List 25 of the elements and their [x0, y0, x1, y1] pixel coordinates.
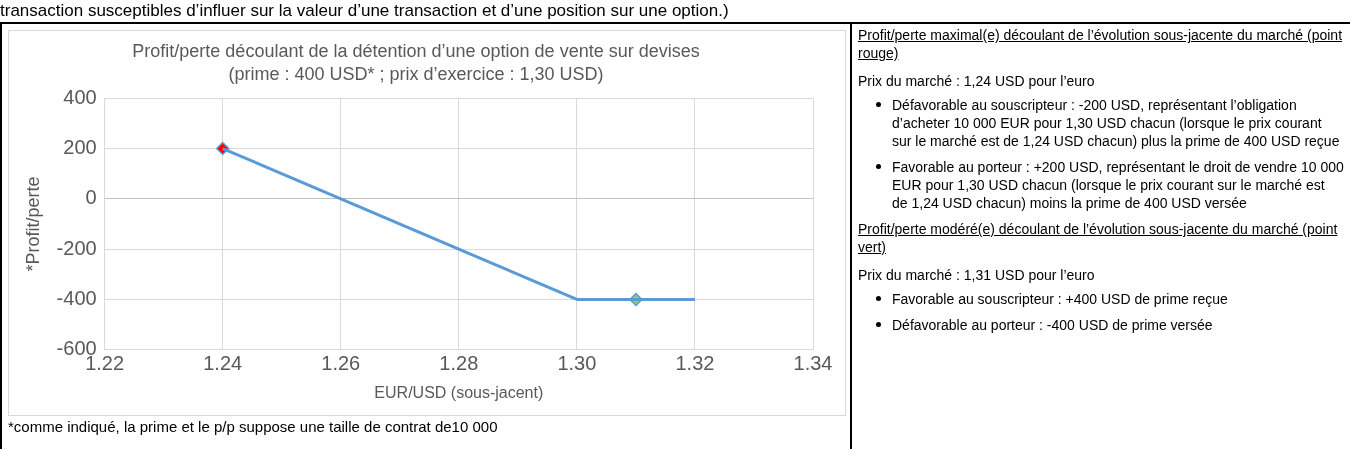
text: Prix du marché : 1,24 USD pour l’euro — [858, 72, 1096, 90]
y-tick-label: 0 — [85, 186, 97, 209]
y-axis-title: *Profit/perte — [22, 176, 43, 272]
text: Profit/perte modéré(e) découlant de l’évolution sous-jacente du marché (point vert) — [858, 220, 1339, 256]
text: Défavorable au souscripteur : -200 USD, représentant l’obligation d’acheter 10 000 EUR pour 1,30 USD chacun (lorsque le prix courant sur le marché est de 1,24 USD chacun) plus la prime de 400 USD reçue — [892, 96, 1341, 150]
text: *comme indiqué, la prime et le p/p suppose une taille de contrat de10 000 — [8, 418, 499, 436]
x-tick-label: 1.24 — [203, 352, 243, 375]
text: Profit/perte maximal(e) découlant de l’évolution sous-jacente du marché (point rouge) — [858, 26, 1344, 62]
y-tick-label: -400 — [56, 287, 97, 309]
y-tick-label: 200 — [63, 136, 97, 159]
text: Favorable au porteur : +200 USD, représentant le droit de vendre 10 000 EUR pour 1,30 USD chacun (lorsque le prix courant sur le marché est de 1,24 USD chacun) moins la prime de 400 USD versée — [892, 158, 1344, 212]
x-tick-label: 1.26 — [321, 352, 361, 375]
x-tick-label: 1.28 — [439, 352, 479, 375]
text: Prix du marché : 1,31 USD pour l’euro — [858, 266, 1096, 284]
y-tick-label: -200 — [56, 236, 97, 259]
chart-subtitle: (prime : 400 USD* ; prix d’exercice : 1,30 USD) — [228, 64, 604, 85]
y-tick-label: 400 — [63, 85, 97, 108]
text: Défavorable au porteur : -400 USD de prime versée — [892, 316, 1214, 334]
chart-title: Profit/perte découlant de la détention d’une option de vente sur devises — [132, 40, 700, 61]
text: Favorable au souscripteur : +400 USD de prime reçue — [892, 290, 1229, 308]
text: transaction susceptibles d’influer sur la valeur d’une transaction et d’une position sur une option.) — [0, 0, 730, 22]
x-axis-title: EUR/USD (sous-jacent) — [374, 383, 544, 401]
x-tick-label: 1.30 — [557, 352, 597, 375]
x-tick-label: 1.34 — [793, 352, 833, 375]
x-tick-label: 1.32 — [675, 352, 715, 375]
